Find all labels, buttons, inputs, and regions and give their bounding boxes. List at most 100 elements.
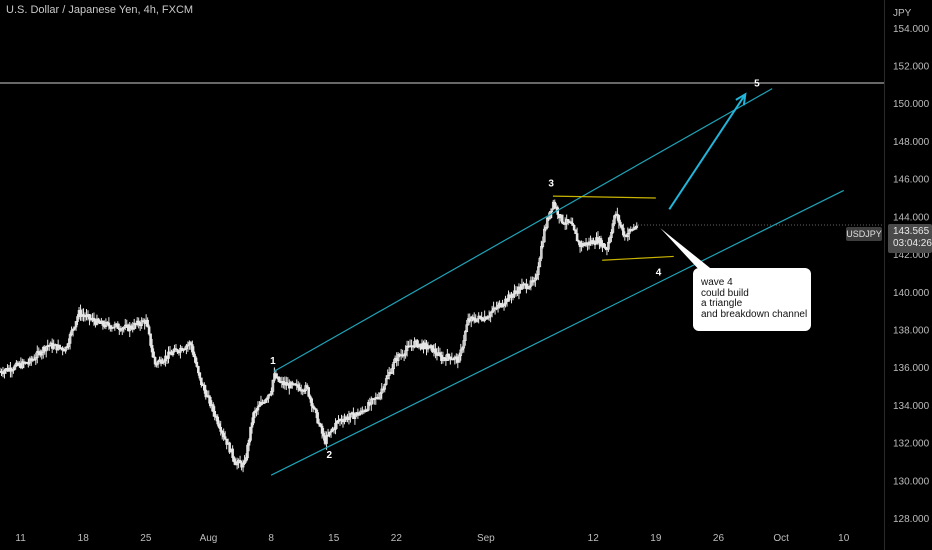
candle-body (298, 387, 302, 391)
candle-body (249, 426, 252, 441)
candle-body (152, 351, 155, 358)
candle-body (370, 399, 373, 405)
candle-body (3, 370, 6, 374)
chart-title: U.S. Dollar / Japanese Yen, 4h, FXCM (6, 4, 194, 16)
candle-body (88, 314, 91, 320)
candle-body (67, 342, 70, 348)
candle-body (316, 412, 319, 424)
candle-body (535, 274, 539, 279)
candle-body (462, 340, 466, 349)
candle-body (547, 217, 551, 220)
candle-body (140, 320, 143, 326)
price-tick-label: 146.000 (893, 175, 930, 186)
candle-body (528, 285, 531, 289)
candle-body (377, 397, 381, 400)
candle-body (293, 383, 297, 386)
candle-body (313, 407, 316, 410)
candle-body (65, 346, 69, 349)
candle-body (198, 372, 202, 379)
candle-body (604, 246, 607, 249)
candle-body (402, 354, 406, 357)
price-tick-label: 154.000 (893, 24, 930, 35)
candle-body (271, 379, 275, 392)
bar-countdown: 03:04:26 (893, 238, 932, 249)
candle-body (246, 444, 249, 459)
time-tick-label: 15 (328, 533, 340, 544)
candle-body (390, 368, 394, 374)
channel-lower-line (270, 189, 845, 476)
candle-body (472, 317, 476, 321)
time-tick-label: 11 (15, 533, 26, 544)
candle-body (490, 310, 494, 314)
candle-body (28, 358, 32, 364)
time-tick-label: 22 (391, 533, 403, 544)
candle-body (550, 208, 554, 212)
candle-body (241, 463, 245, 468)
wave-label: 4 (656, 267, 662, 278)
candle-body (616, 213, 619, 216)
candle-body (186, 344, 190, 347)
candle-body (238, 460, 242, 464)
candle-body (575, 233, 579, 242)
candle-body (492, 307, 495, 312)
candle-body (560, 214, 564, 224)
candle-body (44, 346, 48, 352)
candle-body (146, 319, 149, 328)
price-tick-label: 144.000 (893, 212, 930, 223)
candle-body (380, 388, 384, 394)
candle-body (320, 425, 324, 434)
candle-body (195, 361, 199, 367)
candle-body (571, 222, 574, 226)
candle-body (112, 326, 115, 329)
candle-body (265, 397, 269, 401)
candle-body (116, 323, 120, 329)
candle-body (446, 353, 449, 361)
candle-body (507, 294, 510, 302)
price-tick-label: 142.000 (893, 250, 930, 261)
candle-body (627, 229, 631, 234)
candle-body (252, 412, 255, 424)
candle-body (459, 349, 463, 357)
wave-label: 5 (754, 79, 760, 90)
candle-body (495, 307, 498, 310)
candle-body (129, 325, 133, 329)
time-axis: 11 18 25 Aug 8 15 22 Sep 12 19 26 Oct 10 (15, 533, 849, 544)
candle-body (626, 233, 630, 237)
candle-body (58, 344, 61, 349)
candle-body (220, 430, 224, 434)
candle-body (447, 353, 451, 358)
candle-body (191, 344, 194, 353)
candle-body (274, 373, 278, 379)
callout-pointer (660, 228, 723, 280)
channel-upper-line (273, 88, 773, 373)
callout-line: could build (701, 287, 749, 299)
candle-body (441, 357, 445, 361)
candle-body (386, 375, 390, 380)
candle-body (314, 408, 318, 414)
candle-body (27, 362, 30, 365)
candle-body (529, 280, 533, 287)
wave-4-callout: wave 4 could build a triangle and breakd… (693, 268, 811, 331)
price-tick-label: 132.000 (893, 439, 930, 450)
time-tick-label: 25 (140, 533, 152, 544)
candle-body (416, 340, 419, 348)
candle-body (434, 348, 437, 354)
candle-body (566, 219, 570, 223)
candle-body (225, 438, 228, 445)
candle-body (319, 423, 322, 427)
candle-body (475, 318, 479, 322)
candle-body (253, 410, 257, 414)
candle-body (167, 351, 170, 359)
candle-body (599, 238, 603, 247)
candle-body (97, 318, 100, 323)
candle-body (358, 413, 361, 416)
time-tick-label: 18 (78, 533, 90, 544)
candle-body (250, 422, 254, 428)
candle-body (545, 217, 549, 228)
candle-body (101, 320, 105, 326)
candle-body (12, 368, 15, 371)
candle-body (513, 290, 516, 295)
candle-body (577, 240, 580, 243)
candle-body (79, 310, 82, 317)
